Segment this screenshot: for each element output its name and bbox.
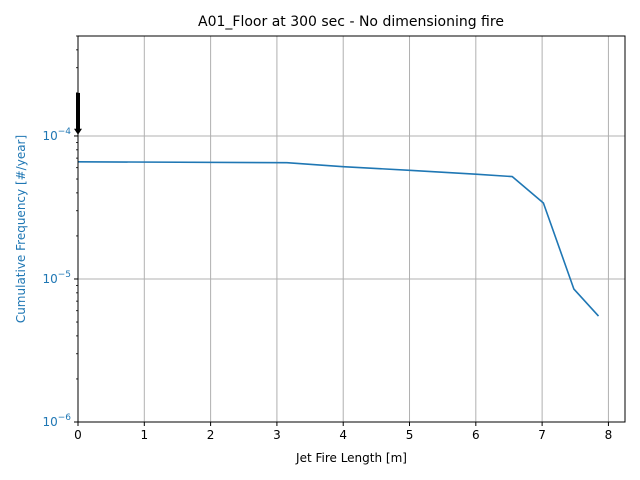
x-ticks: 0 1 2 3 4 5 6 7 8 [74,422,612,442]
x-tick-label: 3 [273,428,281,442]
x-tick-label: 6 [472,428,480,442]
x-tick-label: 4 [339,428,347,442]
grid [77,36,625,423]
x-tick-label: 0 [74,428,82,442]
x-axis-label: Jet Fire Length [m] [295,451,407,465]
plot-frame [77,35,626,423]
y-tick-label: 10−6 [42,413,71,429]
x-tick-label: 1 [140,428,148,442]
chart-title: A01_Floor at 300 sec - No dimensioning f… [198,14,504,30]
series-group [77,161,600,317]
x-tick-label: 2 [207,428,215,442]
x-tick-label: 8 [605,428,613,442]
x-tick-label: 5 [406,428,414,442]
x-tick-label: 7 [538,428,546,442]
y-tick-label: 10−4 [42,127,71,143]
y-ticks: 10−6 10−5 10−4 [42,35,78,429]
series-line [77,161,600,317]
y-tick-label: 10−5 [42,270,71,286]
y-axis-label: Cumulative Frequency [#/year] [14,135,28,323]
